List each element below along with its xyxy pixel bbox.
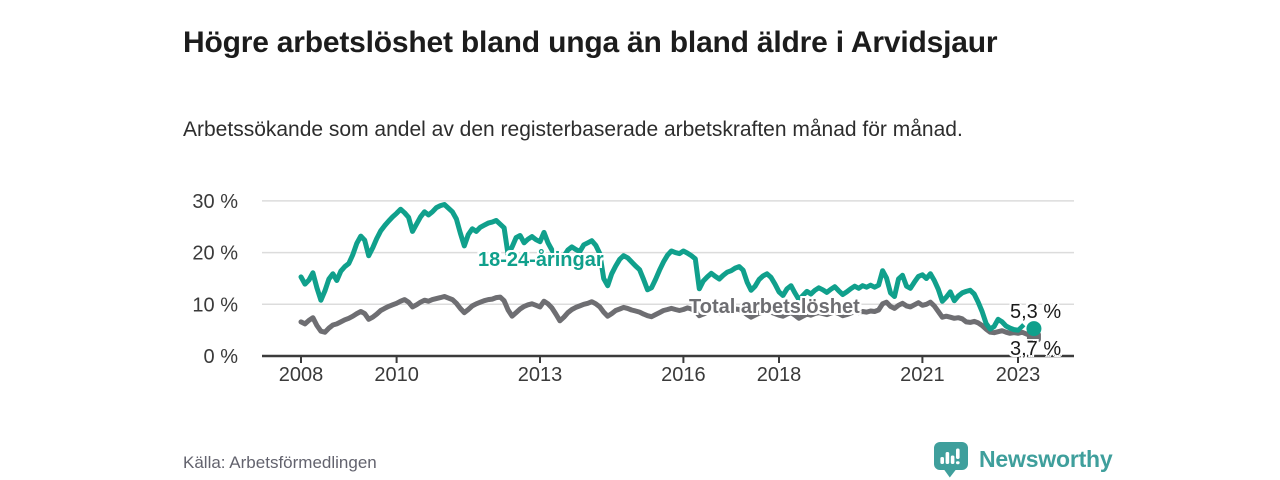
- svg-text:0 %: 0 %: [204, 346, 239, 368]
- chart-subtitle: Arbetssökande som andel av den registerb…: [183, 118, 963, 141]
- brand-name: Newsworthy: [979, 446, 1113, 472]
- end-value-label-young: 5,3 %: [1010, 301, 1062, 323]
- chart-canvas: 0 % 10 % 20 % 30 % 2008 2010 2013 2016 2018 2021 2…: [192, 191, 1074, 385]
- svg-text:20 %: 20 %: [192, 243, 238, 265]
- svg-text:10 %: 10 %: [192, 294, 238, 316]
- svg-text:30 %: 30 %: [192, 191, 238, 213]
- series-label-total: Total arbetslöshet: [689, 296, 860, 318]
- svg-text:2008: 2008: [279, 364, 324, 385]
- chart-title: Högre arbetslöshet bland unga än bland ä…: [183, 26, 998, 60]
- svg-text:2013: 2013: [518, 364, 563, 385]
- line-chart: 0 % 10 % 20 % 30 % 2008 2010 2013 2016 2018 2021 2…: [180, 185, 1080, 385]
- svg-text:2010: 2010: [374, 364, 419, 385]
- svg-text:2023: 2023: [996, 364, 1041, 385]
- end-value-label-total: 3,7 %: [1010, 338, 1062, 360]
- source-note: Källa: Arbetsförmedlingen: [183, 453, 377, 472]
- series-label-young: 18-24-åringar: [478, 249, 604, 271]
- newsworthy-logo[interactable]: Newsworthy: [933, 441, 1113, 478]
- svg-text:2018: 2018: [757, 364, 802, 385]
- svg-text:2021: 2021: [900, 364, 945, 385]
- newsworthy-icon: [934, 442, 968, 478]
- svg-text:2016: 2016: [661, 364, 706, 385]
